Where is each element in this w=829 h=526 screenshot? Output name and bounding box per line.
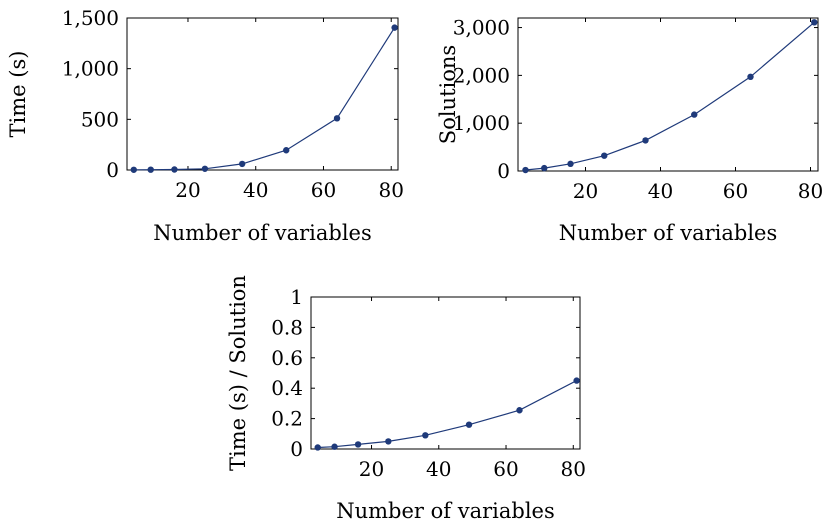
x-tick-label: 80: [378, 178, 403, 202]
y-tick-label: 3,000: [453, 16, 510, 40]
chart-panel-3: 20 40 60 80 0 0.2 0.4 0.6 0.8 1 Number of variable…: [226, 275, 586, 523]
data-point: [747, 73, 754, 81]
y-tick-label: 500: [81, 107, 119, 131]
y-tick-label: 1,000: [62, 57, 119, 81]
data-point: [171, 166, 178, 173]
x-tick-label: 20: [359, 457, 384, 481]
y-tick-label: 0.2: [271, 407, 303, 431]
data-point: [331, 443, 338, 450]
data-point: [465, 421, 473, 428]
data-point: [385, 438, 392, 445]
y-tick-label: 0: [497, 159, 510, 183]
x-tick-label: 20: [573, 179, 598, 203]
y-tick-label: 1,000: [453, 111, 510, 135]
series-line: [525, 21, 815, 171]
chart-panel-2: 20 40 60 80 0 1,000 2,000 3,000 Number of variab…: [436, 16, 823, 245]
data-point: [147, 166, 154, 173]
x-axis-title: Number of variables: [336, 499, 555, 523]
data-point: [391, 24, 398, 31]
x-tick-label: 40: [243, 178, 268, 202]
series-line: [317, 380, 577, 449]
x-tick-label: 60: [311, 178, 336, 202]
plot-frame: [517, 17, 819, 172]
x-axis-title: Number of variables: [559, 221, 778, 245]
plot-frame: [126, 17, 399, 171]
x-tick-label: 60: [493, 457, 518, 481]
y-tick-label: 0.6: [271, 346, 303, 370]
data-point: [314, 444, 321, 451]
plot-frame: [310, 296, 581, 450]
data-point: [516, 407, 523, 414]
y-tick-label: 0: [290, 437, 303, 461]
y-axis-title: Time (s): [6, 51, 30, 138]
data-point: [333, 115, 341, 122]
data-point: [283, 147, 290, 154]
y-axis-title: Time (s) / Solution: [226, 275, 250, 471]
data-point: [238, 160, 246, 168]
data-point: [601, 152, 608, 159]
x-tick-label: 60: [723, 179, 748, 203]
x-tick-label: 80: [561, 457, 586, 481]
y-tick-label: 1,500: [62, 6, 119, 30]
y-tick-label: 2,000: [453, 63, 510, 87]
x-tick-label: 20: [175, 178, 200, 202]
x-tick-label: 40: [648, 179, 673, 203]
y-axis-title: Solutions: [436, 45, 460, 144]
data-point: [201, 165, 209, 172]
data-point: [130, 166, 137, 173]
data-point: [422, 432, 429, 439]
data-point: [541, 164, 548, 172]
data-point: [567, 160, 574, 168]
y-tick-label: 0.4: [271, 376, 303, 400]
x-tick-label: 40: [426, 457, 451, 481]
series-line: [133, 27, 396, 171]
data-point: [691, 111, 698, 118]
x-tick-label: 80: [798, 179, 823, 203]
y-tick-label: 1: [290, 285, 303, 309]
chart-panel-1: 20 40 60 80 0 500 1,000 1,500 Number of variable…: [6, 6, 404, 245]
data-point: [573, 377, 580, 384]
x-axis-title: Number of variables: [153, 221, 372, 245]
data-point: [811, 19, 818, 26]
data-point: [522, 166, 529, 174]
data-point: [354, 441, 362, 448]
y-tick-label: 0.8: [271, 315, 303, 339]
y-tick-label: 0: [106, 158, 119, 182]
data-point: [642, 137, 649, 144]
